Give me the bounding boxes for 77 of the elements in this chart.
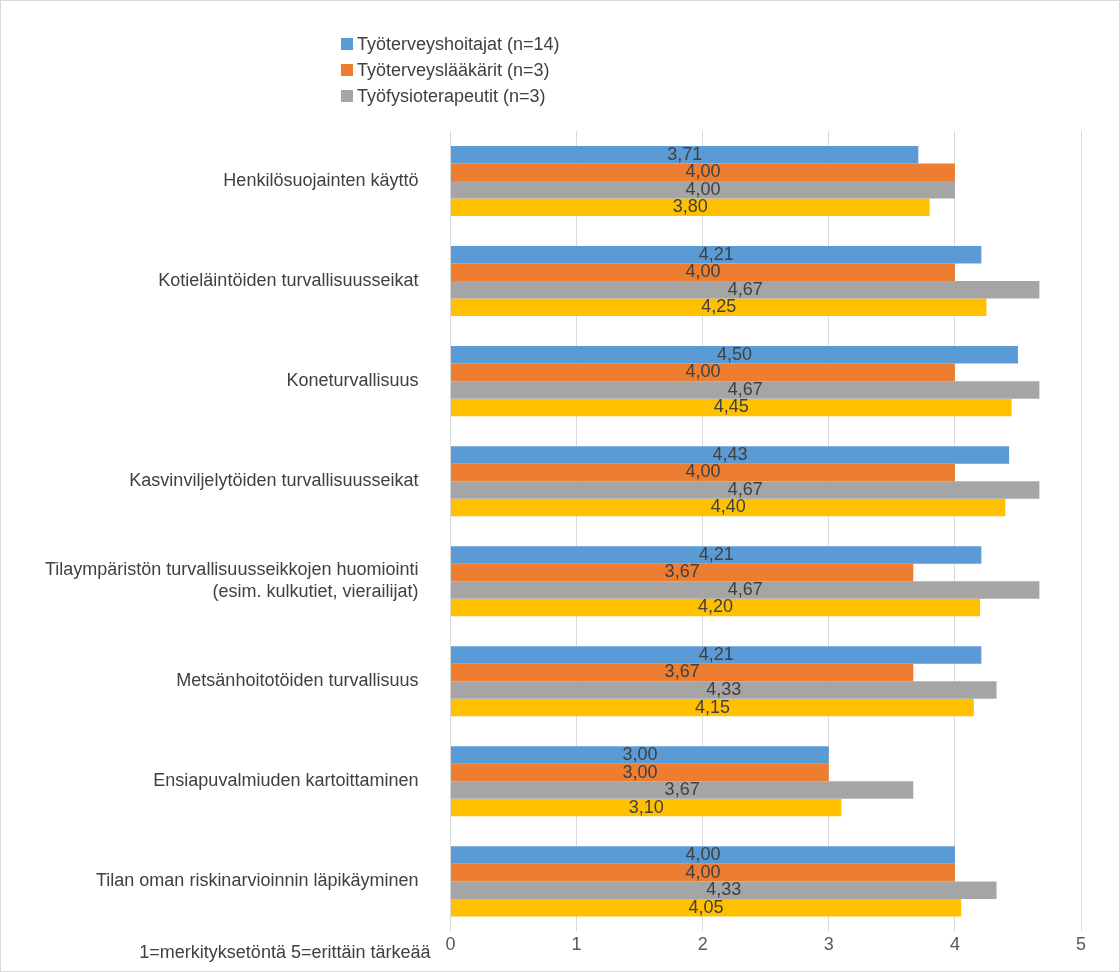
bar: [450, 598, 981, 617]
bar: [450, 363, 955, 382]
data-label: 4,33: [706, 679, 742, 699]
bar: [450, 698, 974, 717]
bar: [450, 246, 982, 264]
bar: [450, 881, 997, 899]
bar: [450, 646, 982, 664]
data-label: 4,00: [685, 261, 721, 282]
x-tick-label: 5: [1075, 934, 1087, 955]
data-label: 4,67: [727, 578, 763, 599]
bar: [450, 681, 997, 699]
data-label: 3,10: [628, 796, 664, 817]
data-label: 4,15: [694, 696, 730, 717]
data-label: 4,67: [727, 278, 763, 299]
y-tick-label: Kotieläintöiden turvallisuusseikat: [158, 270, 419, 291]
data-label: 4,21: [698, 243, 734, 264]
bar: [450, 381, 1040, 399]
text: 1=merkityksetöntä 5=erittäin tärkeää: [139, 942, 432, 963]
bar: [450, 181, 955, 199]
data-label: 3,80: [672, 196, 708, 217]
x-tick-label: 0: [445, 934, 456, 955]
bar: [450, 746, 829, 764]
y-tick-label: Tilan oman riskinarvioinnin läpikäyminen: [96, 870, 419, 891]
data-label: 4,21: [698, 643, 734, 664]
data-label: 4,25: [701, 296, 737, 317]
y-tick-label: Ensiapuvalmiuden kartoittaminen: [153, 770, 419, 791]
bar: [450, 798, 842, 817]
data-label: 4,50: [716, 343, 752, 364]
bar: [450, 281, 1040, 299]
data-label: 4,67: [727, 378, 763, 399]
bar: [450, 346, 1018, 364]
bar: [450, 463, 955, 482]
bar: [450, 581, 1040, 599]
y-tick-label: Tilaympäristön turvallisuusseikkojen huomiointi (esim. kulkutiet, vierailijat): [44, 559, 419, 601]
bar: [450, 563, 914, 582]
data-label: 4,21: [698, 543, 734, 564]
bar: [450, 446, 1010, 464]
data-label: 4,43: [712, 443, 748, 464]
legend-label: Työterveyshoitajat (n=14): [357, 33, 560, 55]
data-label: 4,00: [685, 361, 721, 382]
data-label: 3,00: [622, 744, 658, 765]
bar: [450, 846, 955, 864]
bar: [450, 546, 982, 564]
bar: [450, 898, 962, 917]
bar: [450, 481, 1040, 499]
bar: [450, 398, 1012, 417]
data-label: 3,67: [664, 779, 700, 800]
bar: [450, 298, 987, 317]
bar: [450, 781, 914, 799]
bar: [450, 663, 914, 682]
y-tick-label: Metsänhoitotöiden turvallisuus: [176, 670, 419, 691]
bar: [450, 198, 930, 217]
data-label: 4,00: [685, 844, 721, 865]
data-label: 4,00: [685, 461, 721, 482]
data-label: 4,40: [710, 496, 746, 517]
bar: [450, 863, 955, 882]
data-label: 3,67: [664, 661, 700, 682]
bar: [450, 498, 1006, 517]
bar: [450, 163, 955, 182]
y-tick-label: Henkilösuojainten käyttö: [223, 169, 419, 190]
bar: [450, 263, 955, 282]
x-tick-label: 3: [823, 934, 834, 955]
x-tick-label: 2: [697, 934, 708, 955]
legend-label: Työfysioterapeutit (n=3): [357, 85, 546, 107]
y-tick-label: Koneturvallisuus: [286, 370, 419, 391]
x-tick-label: 1: [571, 934, 582, 955]
data-label: 4,20: [698, 596, 734, 617]
data-label: 3,71: [667, 143, 703, 164]
data-label: 4,67: [727, 478, 763, 499]
data-label: 4,45: [713, 396, 749, 417]
data-label: 4,00: [685, 161, 721, 182]
data-label: 3,67: [664, 561, 700, 582]
bar: [450, 763, 829, 782]
bar: [450, 146, 919, 164]
legend-label: Työterveyslääkärit (n=3): [357, 59, 550, 81]
y-tick-label: Kasvinviljelytöiden turvallisuusseikat: [129, 470, 419, 491]
x-tick-label: 4: [949, 934, 960, 955]
